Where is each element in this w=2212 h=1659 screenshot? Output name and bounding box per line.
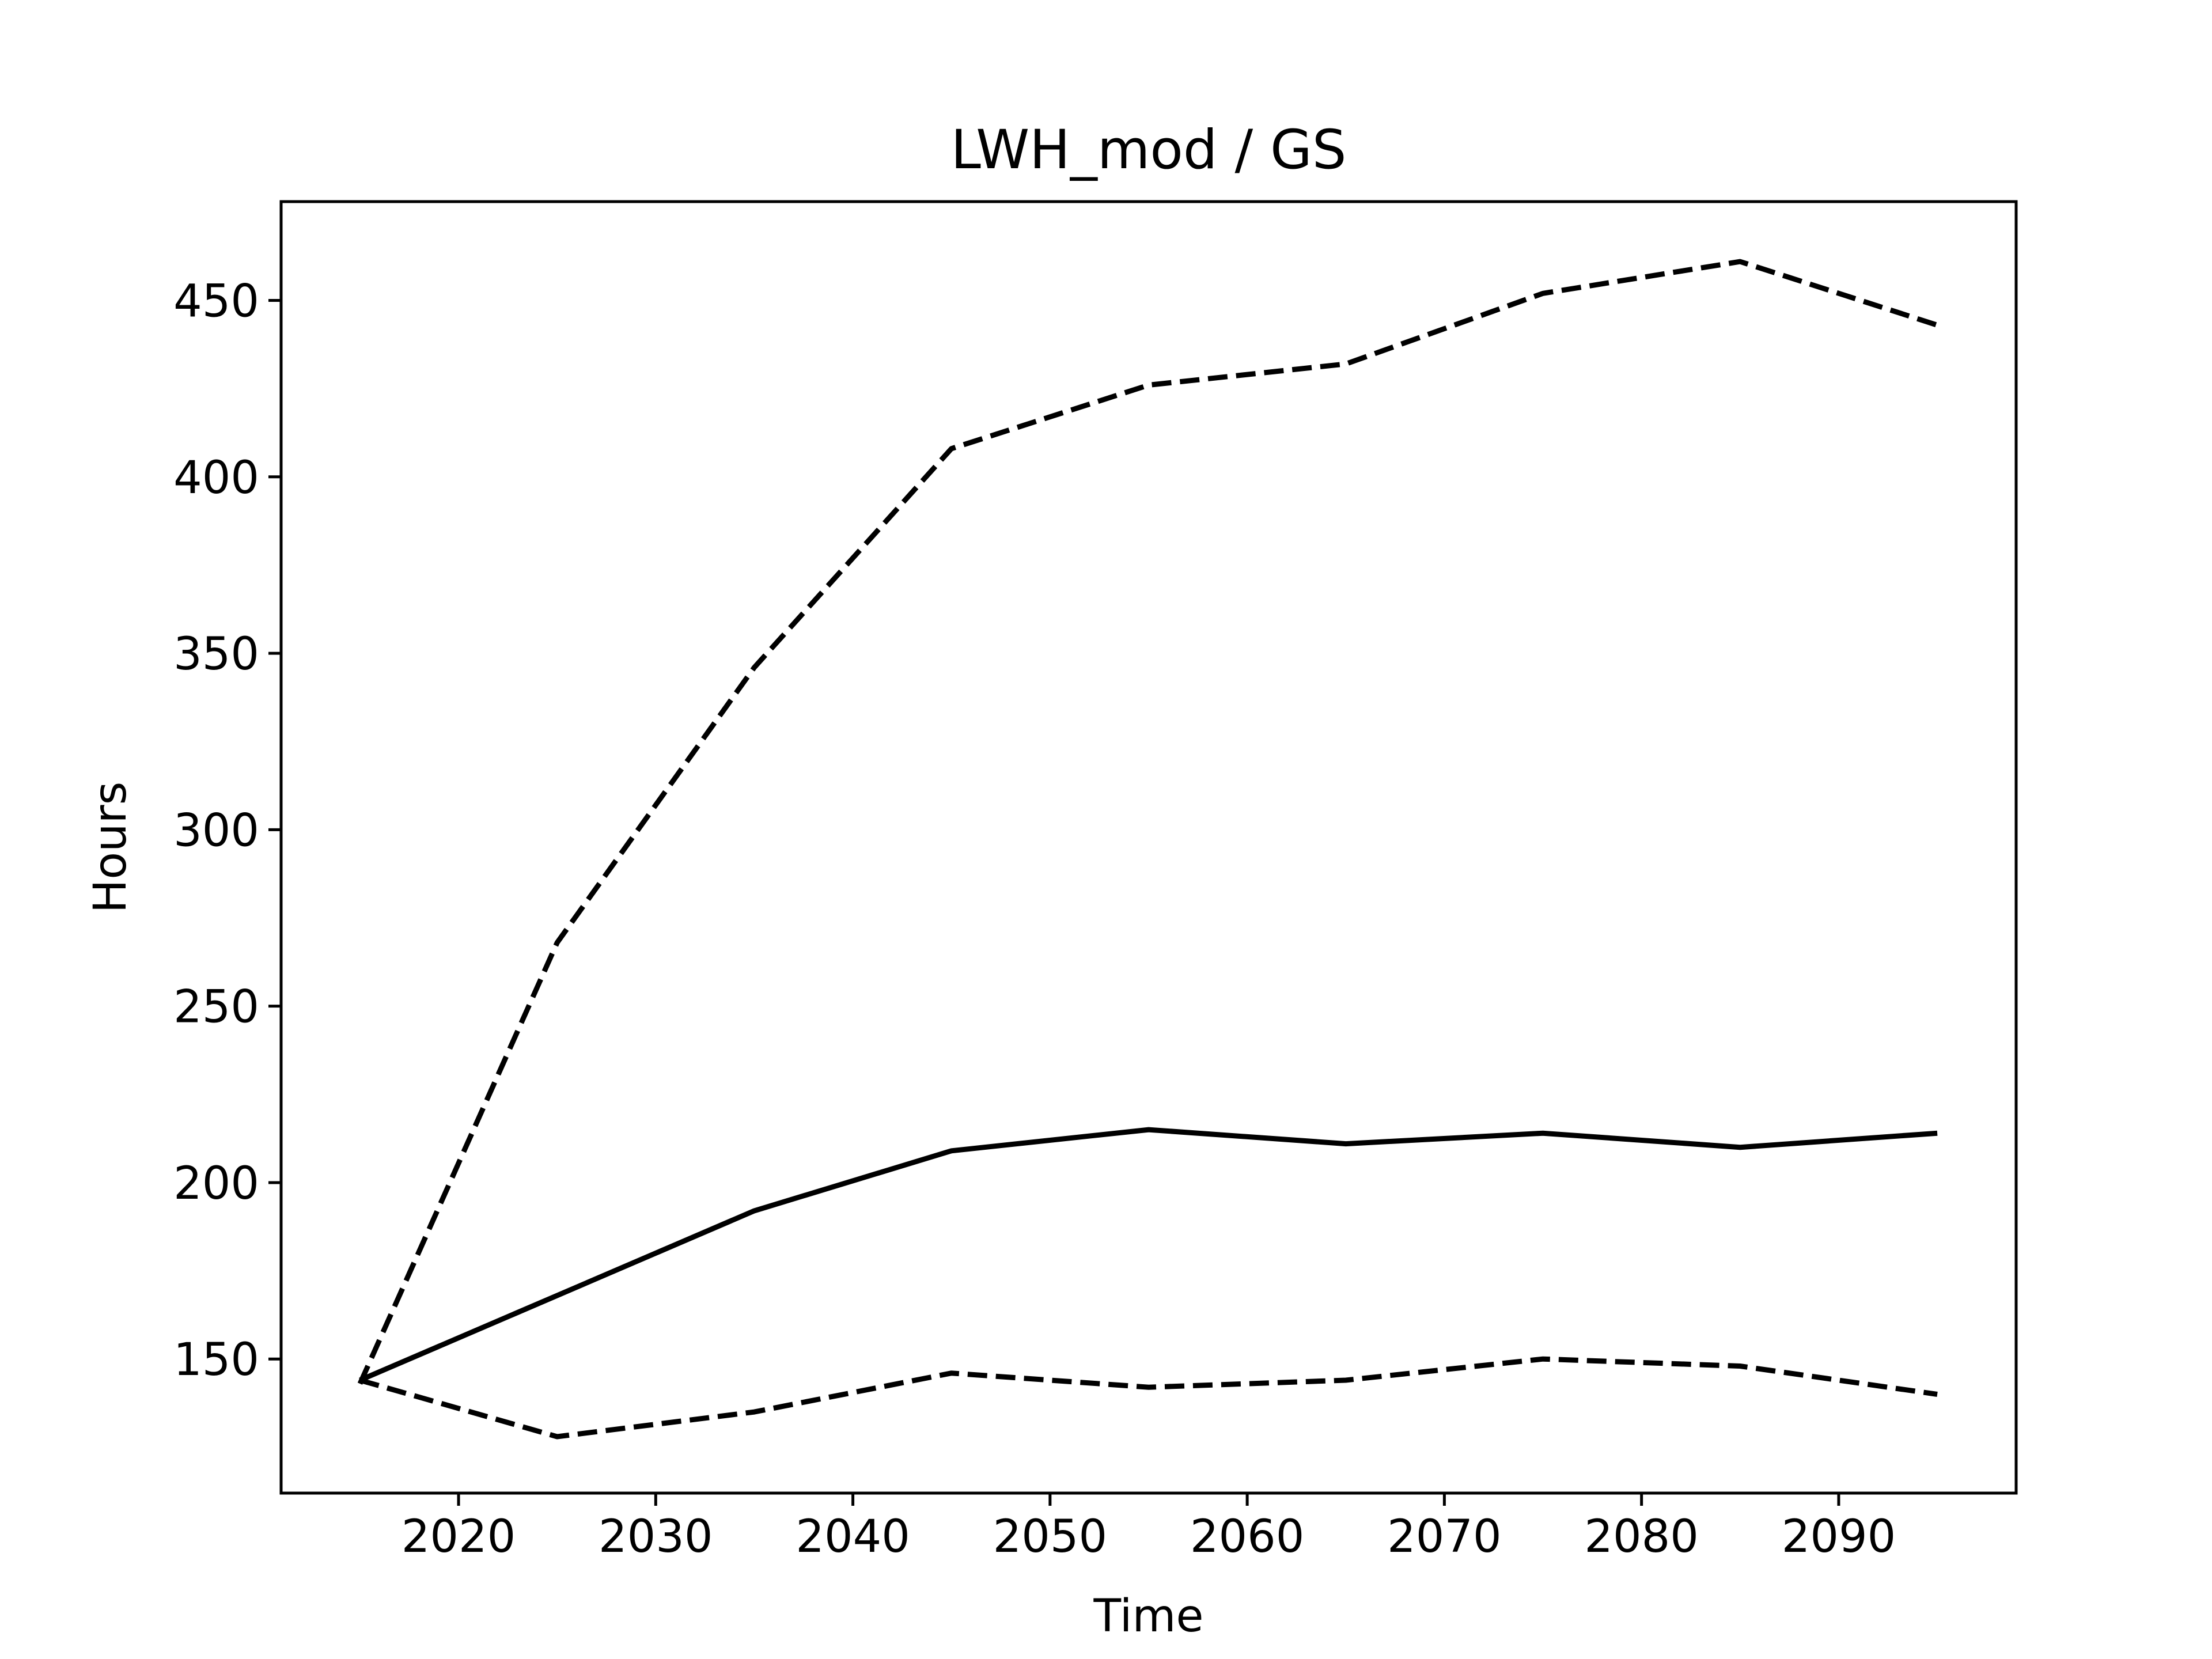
plot-frame [279,200,2018,1495]
series-line-1 [357,259,1938,1385]
x-tick-label: 2030 [599,1511,713,1563]
series-layer [357,259,1938,1440]
y-axis-label: Hours [85,782,137,914]
y-tick-label: 400 [173,452,259,504]
y-tick-label: 300 [173,805,259,857]
x-tick-label: 2020 [402,1511,516,1563]
y-tick-label: 450 [173,276,259,328]
x-axis-label: Time [1093,1590,1204,1642]
series-line-3 [359,1356,1938,1440]
y-tick-label: 150 [173,1334,259,1386]
x-tick-label: 2050 [993,1511,1108,1563]
chart-title: LWH_mod / GS [950,119,1346,181]
x-tick-label: 2090 [1782,1511,1896,1563]
x-tick-label: 2060 [1190,1511,1305,1563]
y-tick-label: 250 [173,982,259,1033]
y-tick-label: 350 [173,628,259,680]
x-tick-label: 2040 [796,1511,910,1563]
x-axis-ticks: 2020 2030 2040 2050 2060 2070 2080 2090 [402,1493,1896,1563]
y-axis-ticks: 150 200 250 300 350 400 450 [173,276,281,1386]
x-tick-label: 2070 [1387,1511,1502,1563]
y-tick-label: 200 [173,1158,259,1210]
series-line-2 [359,1127,1938,1383]
x-tick-label: 2080 [1584,1511,1699,1563]
